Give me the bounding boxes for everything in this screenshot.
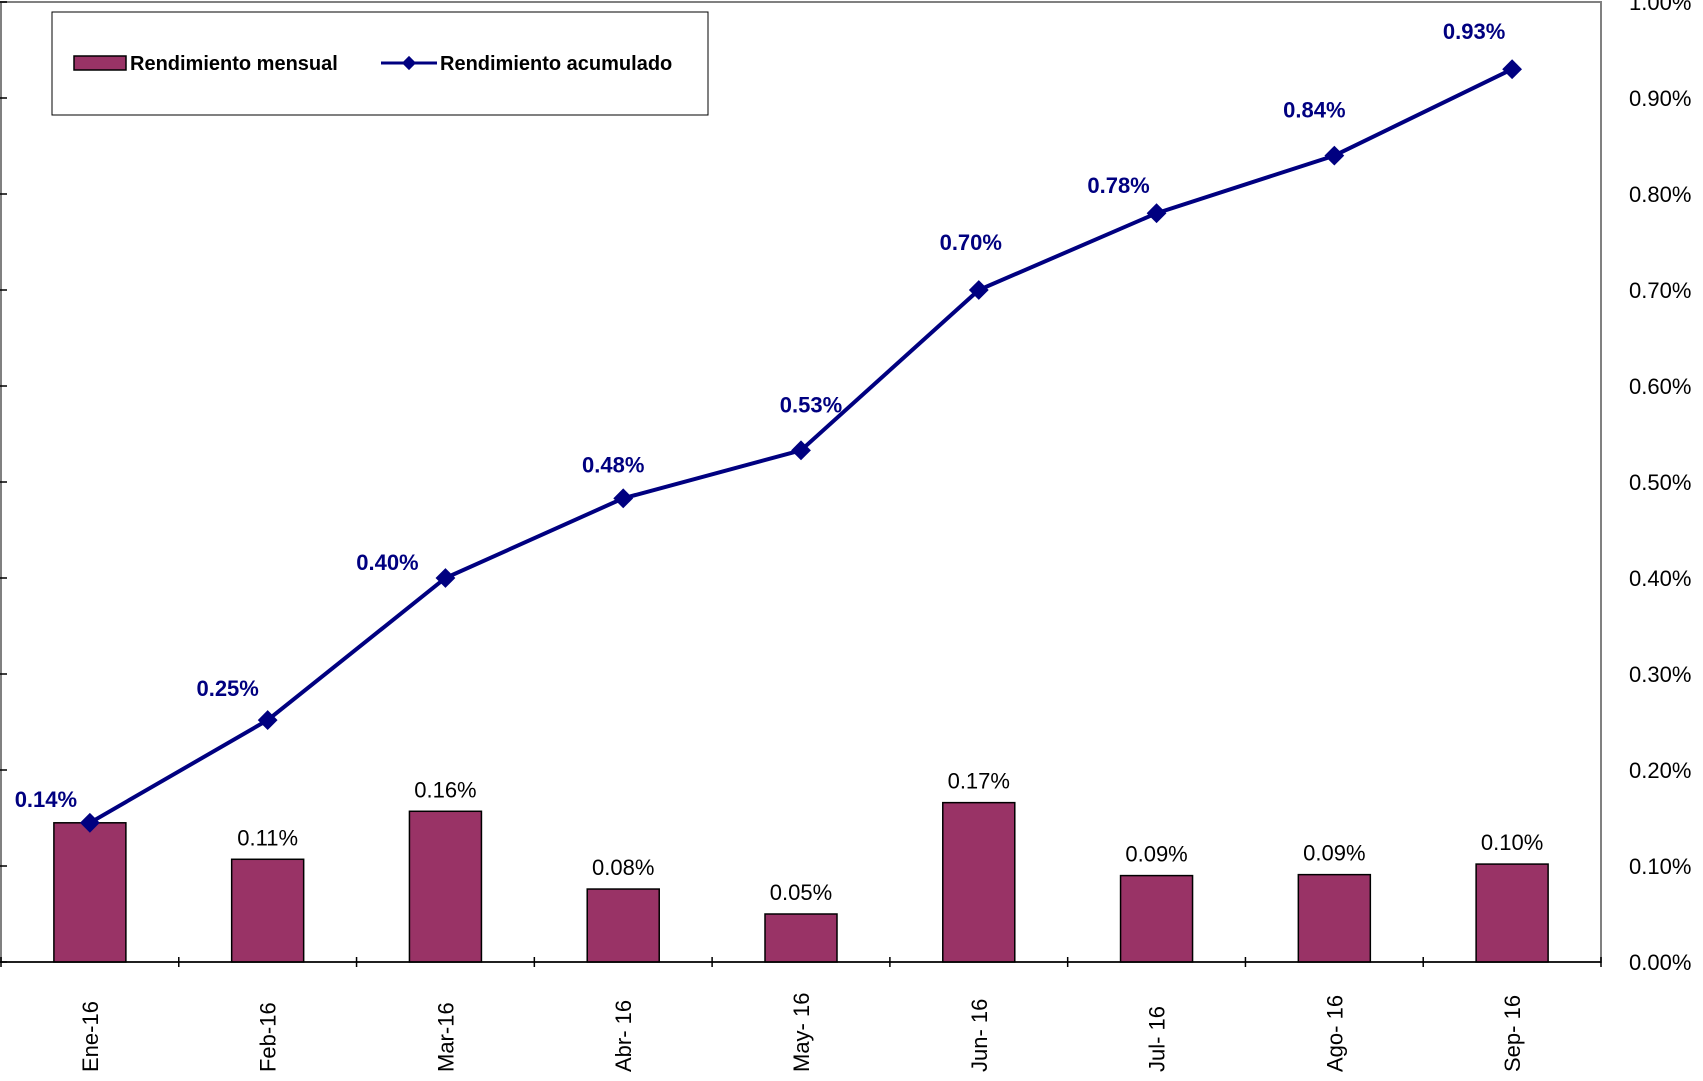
right-axis-tick-label: 0.60% <box>1629 374 1691 399</box>
bar-feb-16 <box>230 858 305 963</box>
category-label: Abr- 16 <box>611 1000 636 1072</box>
bar-mar-16 <box>408 810 483 963</box>
right-axis-tick-label: 0.40% <box>1629 566 1691 591</box>
bar-value-label: 0.08% <box>592 855 654 880</box>
cumulative-value-label: 0.25% <box>196 676 258 701</box>
cumulative-point <box>1146 203 1167 224</box>
bar-value-label: 0.09% <box>1125 842 1187 867</box>
right-axis-tick-label: 0.50% <box>1629 470 1691 495</box>
cumulative-value-label: 0.78% <box>1087 173 1149 198</box>
legend-label-monthly: Rendimiento mensual <box>130 53 338 75</box>
cumulative-point <box>613 488 634 509</box>
legend-swatch-bar <box>73 55 127 71</box>
line-group <box>79 59 1523 833</box>
bar-value-label: 0.11% <box>237 825 298 850</box>
cumulative-value-label: 0.84% <box>1283 98 1345 123</box>
bar-ene-16 <box>53 822 127 963</box>
legend-label-cumulative: Rendimiento acumulado <box>440 53 672 75</box>
bar-sep-16 <box>1475 863 1549 963</box>
cumulative-point <box>257 710 278 730</box>
category-label: Ene-16 <box>78 1001 103 1072</box>
right-axis-tick-label: 0.00% <box>1629 950 1691 975</box>
category-label: Sep- 16 <box>1500 995 1525 1072</box>
legend-box <box>51 11 709 116</box>
category-label: May- 16 <box>789 993 814 1072</box>
right-axis-tick-label: 0.70% <box>1629 278 1691 303</box>
bars-group <box>53 801 1549 963</box>
legend: Rendimiento mensual Rendimiento acumulad… <box>51 11 709 116</box>
cumulative-point <box>1324 145 1345 166</box>
cumulative-value-label: 0.48% <box>582 452 644 477</box>
cumulative-point <box>1502 59 1523 80</box>
cumulative-value-label: 0.53% <box>780 392 842 417</box>
bar-jun-16 <box>942 801 1016 963</box>
category-label: Jul- 16 <box>1145 1006 1170 1072</box>
cumulative-point <box>435 568 456 588</box>
bar-value-label: 0.16% <box>414 777 476 802</box>
cumulative-value-label: 0.40% <box>356 550 418 575</box>
right-axis-tick-label: 0.90% <box>1629 86 1691 111</box>
right-axis-tick-label: 0.20% <box>1629 758 1691 783</box>
bar-ago-16 <box>1297 873 1372 963</box>
bar-jul-16 <box>1119 874 1194 963</box>
legend-swatch-marker <box>401 55 417 71</box>
bar-value-label: 0.05% <box>770 880 832 905</box>
right-axis-tick-label: 1.00% <box>1629 0 1691 15</box>
category-label: Mar-16 <box>433 1002 458 1072</box>
right-axis-tick-label: 0.10% <box>1629 854 1691 879</box>
cumulative-value-label: 0.14% <box>15 787 77 812</box>
cumulative-value-label: 0.93% <box>1443 19 1505 44</box>
bar-may-16 <box>764 913 838 963</box>
labels-group: 0.11% 0.16% 0.08% 0.05% 0.17% 0.09% 0.09% 0.10%… <box>15 19 1544 905</box>
bar-value-label: 0.10% <box>1481 830 1543 855</box>
category-label: Jun- 16 <box>967 999 992 1072</box>
cumulative-point <box>968 280 989 300</box>
cumulative-point <box>791 440 811 461</box>
category-label: Feb-16 <box>256 1002 281 1072</box>
right-axis-tick-label: 0.80% <box>1629 182 1691 207</box>
bar-abr-16 <box>586 888 660 963</box>
category-label: Ago- 16 <box>1322 995 1347 1072</box>
bar-value-label: 0.09% <box>1303 841 1365 866</box>
right-axis-tick-label: 0.30% <box>1629 662 1691 687</box>
bar-value-label: 0.17% <box>948 769 1010 794</box>
cumulative-value-label: 0.70% <box>940 230 1002 255</box>
plot-area-frame <box>0 1 1602 963</box>
